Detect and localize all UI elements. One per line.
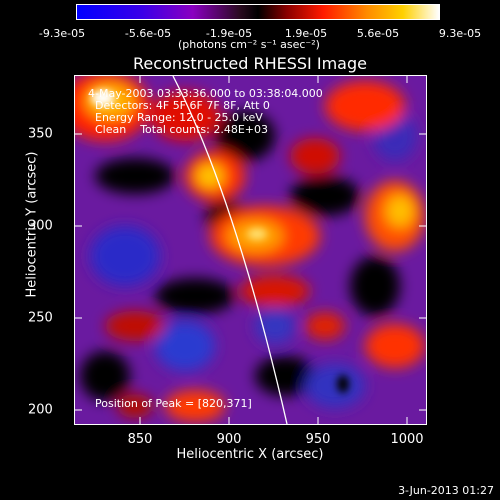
colorbar-tick: -1.9e-05 xyxy=(205,27,253,40)
x-axis-label: Heliocentric X (arcsec) xyxy=(176,447,324,462)
colorbar-tick: 9.3e-05 xyxy=(438,27,482,40)
info-time-range: 4-May-2003 03:33:36.000 to 03:38:04.000 xyxy=(88,87,323,100)
colorbar-tick: 5.6e-05 xyxy=(356,27,400,40)
colorbar-tick: 1.9e-05 xyxy=(284,27,328,40)
info-detectors: Detectors: 4F 5F 6F 7F 8F, Att 0 xyxy=(95,99,270,112)
colorbar-tick: -9.3e-05 xyxy=(38,27,86,40)
info-clean-counts: Clean Total counts: 2.48E+03 xyxy=(95,123,269,136)
colorbar-tick: -5.6e-05 xyxy=(124,27,172,40)
y-tick-label: 300 xyxy=(28,218,53,234)
image-plot: 4-May-2003 03:33:36.000 to 03:38:04.000 … xyxy=(74,75,427,425)
y-tick-label: 250 xyxy=(28,310,53,326)
datestamp: 3-Jun-2013 01:27 xyxy=(398,484,494,497)
heatmap-image xyxy=(75,76,426,424)
x-tick-label: 1000 xyxy=(390,432,424,447)
colorbar-units: (photons cm⁻² s⁻¹ asec⁻²) xyxy=(178,38,320,51)
colorbar xyxy=(76,4,440,20)
y-axis-label: Heliocentric Y (arcsec) xyxy=(24,151,40,298)
info-energy-range: Energy Range: 12.0 - 25.0 keV xyxy=(95,111,263,124)
y-tick-label: 200 xyxy=(28,402,53,418)
x-tick-label: 900 xyxy=(216,432,242,447)
x-tick-label: 950 xyxy=(305,432,331,447)
info-peak-position: Position of Peak = [820,371] xyxy=(95,397,252,410)
plot-title: Reconstructed RHESSI Image xyxy=(133,54,367,73)
y-tick-label: 350 xyxy=(28,126,53,142)
x-tick-label: 850 xyxy=(127,432,153,447)
